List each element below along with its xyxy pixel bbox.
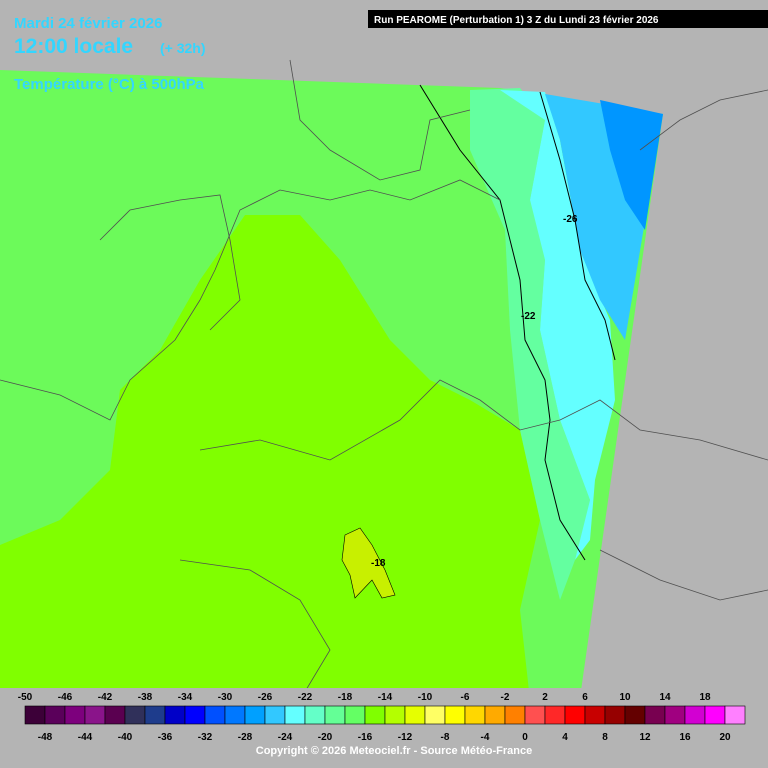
contour-label: -22: [521, 311, 536, 322]
colorbar-label: -26: [258, 692, 273, 703]
colorbar-swatch: [644, 705, 666, 725]
temp-zone: [470, 88, 590, 600]
colorbar-swatch: [704, 705, 726, 725]
colorbar-label: 14: [659, 692, 671, 703]
colorbar-label: -48: [38, 732, 53, 743]
colorbar-label: 6: [582, 692, 588, 703]
colorbar-swatch: [544, 705, 566, 725]
field-label: Température (°C) à 500hPa: [14, 76, 205, 93]
colorbar-swatch: [324, 705, 346, 725]
colorbar-panel: [0, 688, 768, 768]
lead-label: (+ 32h): [160, 40, 206, 56]
colorbar-label: -22: [298, 692, 313, 703]
colorbar-swatch: [564, 705, 586, 725]
colorbar-label: 4: [562, 732, 568, 743]
colorbar-swatch: [584, 705, 606, 725]
colorbar-swatch: [24, 705, 46, 725]
colorbar-label: -20: [318, 732, 333, 743]
colorbar-label: -28: [238, 732, 253, 743]
colorbar-swatch: [44, 705, 66, 725]
colorbar-swatch: [284, 705, 306, 725]
colorbar-swatch: [104, 705, 126, 725]
colorbar-label: -4: [481, 732, 490, 743]
colorbar-label: 0: [522, 732, 528, 743]
colorbar-swatch: [304, 705, 326, 725]
colorbar-label: -40: [118, 732, 133, 743]
colorbar-swatch: [464, 705, 486, 725]
colorbar-label: -38: [138, 692, 153, 703]
colorbar-swatch: [524, 705, 546, 725]
coastline: [639, 89, 768, 151]
temp-zone: [0, 215, 540, 768]
border-line: [0, 179, 501, 421]
colorbar-label: 12: [639, 732, 651, 743]
colorbar-swatch: [144, 705, 166, 725]
coastline: [289, 59, 471, 181]
colorbar-label: -46: [58, 692, 73, 703]
temp-zone: [600, 100, 663, 230]
colorbar-label: -2: [501, 692, 510, 703]
colorbar-swatch: [424, 705, 446, 725]
colorbar-swatch: [264, 705, 286, 725]
run-box: [368, 10, 768, 28]
colorbar-label: -42: [98, 692, 113, 703]
coastline: [99, 194, 241, 331]
colorbar: -50-48-46-44-42-40-38-36-34-32-30-28-26-…: [18, 692, 746, 743]
contour-label: -26: [563, 214, 578, 225]
colorbar-swatch: [404, 705, 426, 725]
colorbar-swatch: [164, 705, 186, 725]
colorbar-label: -34: [178, 692, 193, 703]
colorbar-swatch: [484, 705, 506, 725]
contour-line: [419, 84, 586, 561]
colorbar-swatch: [604, 705, 626, 725]
colorbar-swatch: [84, 705, 106, 725]
colorbar-label: -32: [198, 732, 213, 743]
colorbar-swatch: [444, 705, 466, 725]
colorbar-label: 18: [699, 692, 711, 703]
colorbar-swatch: [504, 705, 526, 725]
run-label: Run PEAROME (Perturbation 1) 3 Z du Lund…: [374, 15, 659, 26]
colorbar-label: -50: [18, 692, 33, 703]
colorbar-swatch: [724, 705, 746, 725]
colorbar-swatch: [244, 705, 266, 725]
colorbar-swatch: [124, 705, 146, 725]
colorbar-label: 2: [542, 692, 548, 703]
colorbar-swatch: [664, 705, 686, 725]
colorbar-swatch: [184, 705, 206, 725]
border-line: [199, 379, 768, 461]
colorbar-label: -12: [398, 732, 413, 743]
colorbar-swatch: [204, 705, 226, 725]
colorbar-swatch: [364, 705, 386, 725]
colorbar-swatch: [384, 705, 406, 725]
time-label: 12:00 locale: [14, 35, 133, 58]
colorbar-label: 20: [719, 732, 731, 743]
colorbar-label: -30: [218, 692, 233, 703]
colorbar-label: -36: [158, 732, 173, 743]
colorbar-swatch: [344, 705, 366, 725]
colorbar-label: -24: [278, 732, 293, 743]
border-line: [599, 549, 768, 601]
colorbar-label: -10: [418, 692, 433, 703]
colorbar-swatch: [684, 705, 706, 725]
colorbar-swatch: [224, 705, 246, 725]
contour-line: [539, 91, 616, 361]
temp-zone: [341, 527, 396, 599]
colorbar-label: -8: [441, 732, 450, 743]
colorbar-swatch: [64, 705, 86, 725]
colorbar-swatch: [624, 705, 646, 725]
colorbar-label: -16: [358, 732, 373, 743]
colorbar-label: -44: [78, 732, 93, 743]
colorbar-label: -14: [378, 692, 393, 703]
colorbar-label: -18: [338, 692, 353, 703]
colorbar-label: -6: [461, 692, 470, 703]
colorbar-label: 8: [602, 732, 608, 743]
colorbar-label: 10: [619, 692, 631, 703]
contour-label: -18: [371, 558, 386, 569]
colorbar-label: 16: [679, 732, 691, 743]
temp-zone: [500, 90, 615, 560]
date-label: Mardi 24 février 2026: [14, 15, 162, 32]
footer: Copyright © 2026 Meteociel.fr - Source M…: [256, 745, 532, 757]
